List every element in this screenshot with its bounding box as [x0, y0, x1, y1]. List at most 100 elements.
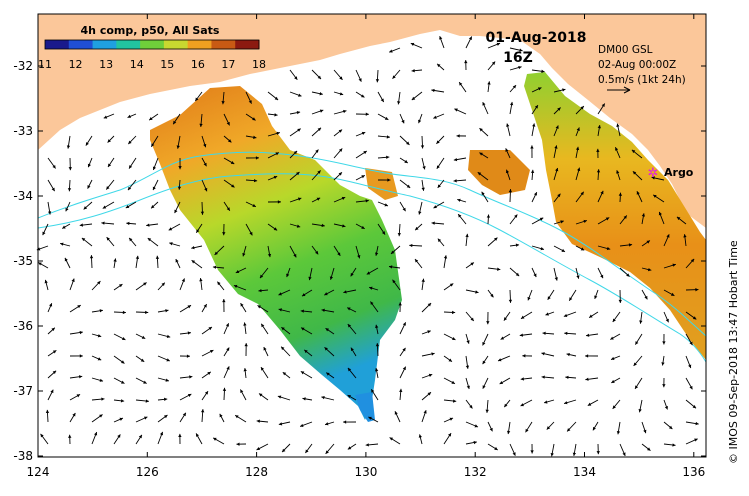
current-vector-head [119, 417, 123, 421]
current-vector-head [672, 443, 676, 447]
y-tick-label: -35 [13, 254, 33, 268]
current-vector-head [437, 184, 441, 188]
current-vector-head [651, 176, 655, 180]
current-vector-head [666, 234, 670, 238]
y-tick-label: -32 [13, 59, 33, 73]
current-vector-head [66, 145, 71, 149]
current-vector-head [540, 246, 544, 251]
current-vector-head [580, 106, 584, 110]
current-vector-head [626, 273, 630, 277]
current-vector-head [102, 205, 107, 209]
sst-patch-east [524, 72, 706, 360]
current-vector-head [225, 323, 229, 327]
current-vector-head [375, 79, 380, 83]
current-vector-head [564, 331, 568, 336]
current-vector-head [138, 434, 142, 439]
current-vector-head [555, 125, 559, 129]
y-tick-label: -33 [13, 124, 33, 138]
current-vector-head [324, 347, 328, 351]
current-vector-head [240, 303, 244, 307]
current-vector-head [101, 397, 105, 401]
australian-land [38, 14, 706, 228]
current-vector-head [263, 347, 267, 351]
current-vector-head [436, 140, 440, 144]
current-vector-head [512, 452, 516, 456]
current-vector-head [611, 379, 615, 383]
current-vector-head [276, 131, 280, 136]
current-vector-head [554, 145, 558, 149]
current-vector-head [418, 434, 422, 438]
current-vector-head [152, 166, 157, 170]
current-vector-head [537, 87, 542, 91]
current-vector-head [371, 389, 375, 393]
current-vector-head [411, 69, 415, 73]
current-vector-head [653, 194, 657, 198]
current-vector-head [78, 375, 83, 379]
current-vector-head [447, 433, 452, 437]
current-vector-head [300, 371, 305, 375]
current-vector-head [126, 221, 130, 226]
current-vector-head [166, 358, 170, 362]
current-vector-head [449, 283, 454, 287]
current-vector-head [499, 381, 504, 385]
current-vector-head [108, 163, 112, 167]
current-vector-head [226, 366, 230, 370]
current-vector-head [221, 101, 225, 105]
current-vector-head [94, 432, 98, 436]
current-vector-head [694, 438, 698, 442]
current-vector-head [406, 141, 410, 145]
current-vector-head [274, 96, 279, 101]
current-vector-head [509, 101, 514, 106]
current-vector-head [274, 113, 278, 117]
current-vector-head [357, 254, 361, 259]
current-vector-head [600, 190, 604, 195]
current-vector-head [343, 420, 347, 424]
current-vector-head [249, 231, 253, 236]
current-vector-head [258, 288, 262, 293]
current-vector-head [217, 281, 221, 286]
current-vector-head [423, 410, 427, 414]
current-vector-head [420, 145, 425, 149]
current-vector-head [255, 156, 259, 160]
current-vector-head [343, 109, 347, 114]
current-vector-head [643, 429, 647, 434]
current-vector-head [532, 123, 536, 127]
current-vector-head [226, 207, 230, 211]
current-vector-head [347, 367, 352, 372]
current-vector-head [456, 134, 460, 138]
current-vector-head [128, 140, 132, 145]
colorbar-cell [116, 40, 141, 49]
current-vector-head [639, 320, 643, 324]
current-vector-head [411, 96, 416, 101]
current-vector-head [222, 387, 227, 391]
current-vector-head [240, 389, 244, 393]
current-vector-head [44, 279, 48, 284]
current-vector-head [557, 107, 561, 111]
current-vector-head [321, 308, 325, 312]
current-vector-head [317, 170, 321, 174]
map-date: 01-Aug-2018 [486, 30, 587, 46]
current-vector-head [647, 267, 652, 272]
current-vector-head [244, 343, 248, 347]
current-vector-head [569, 297, 573, 301]
current-vector-head [489, 427, 493, 432]
current-vector-head [618, 192, 623, 196]
current-vector-head [267, 253, 272, 258]
current-vector-head [195, 97, 199, 101]
current-vector-head [592, 426, 596, 431]
colorbar-cell [163, 40, 189, 49]
current-vector-head [203, 162, 207, 167]
current-vector-head [209, 350, 214, 354]
current-vector-head [482, 341, 486, 346]
current-vector-head [534, 105, 538, 109]
current-vector-head [374, 367, 379, 372]
current-vector-head [127, 186, 132, 191]
current-vector-head [99, 414, 103, 418]
current-vector-head [506, 123, 510, 127]
current-vector-head [457, 198, 461, 202]
axis-ticks: 124 126 128 130 132 134 136 -32 -33 -34 -35 -36 -37 -… [13, 14, 706, 479]
current-vector-head [369, 286, 373, 290]
current-vector-head [68, 434, 72, 438]
current-vector-head [365, 443, 369, 447]
current-vector-head [546, 426, 551, 430]
